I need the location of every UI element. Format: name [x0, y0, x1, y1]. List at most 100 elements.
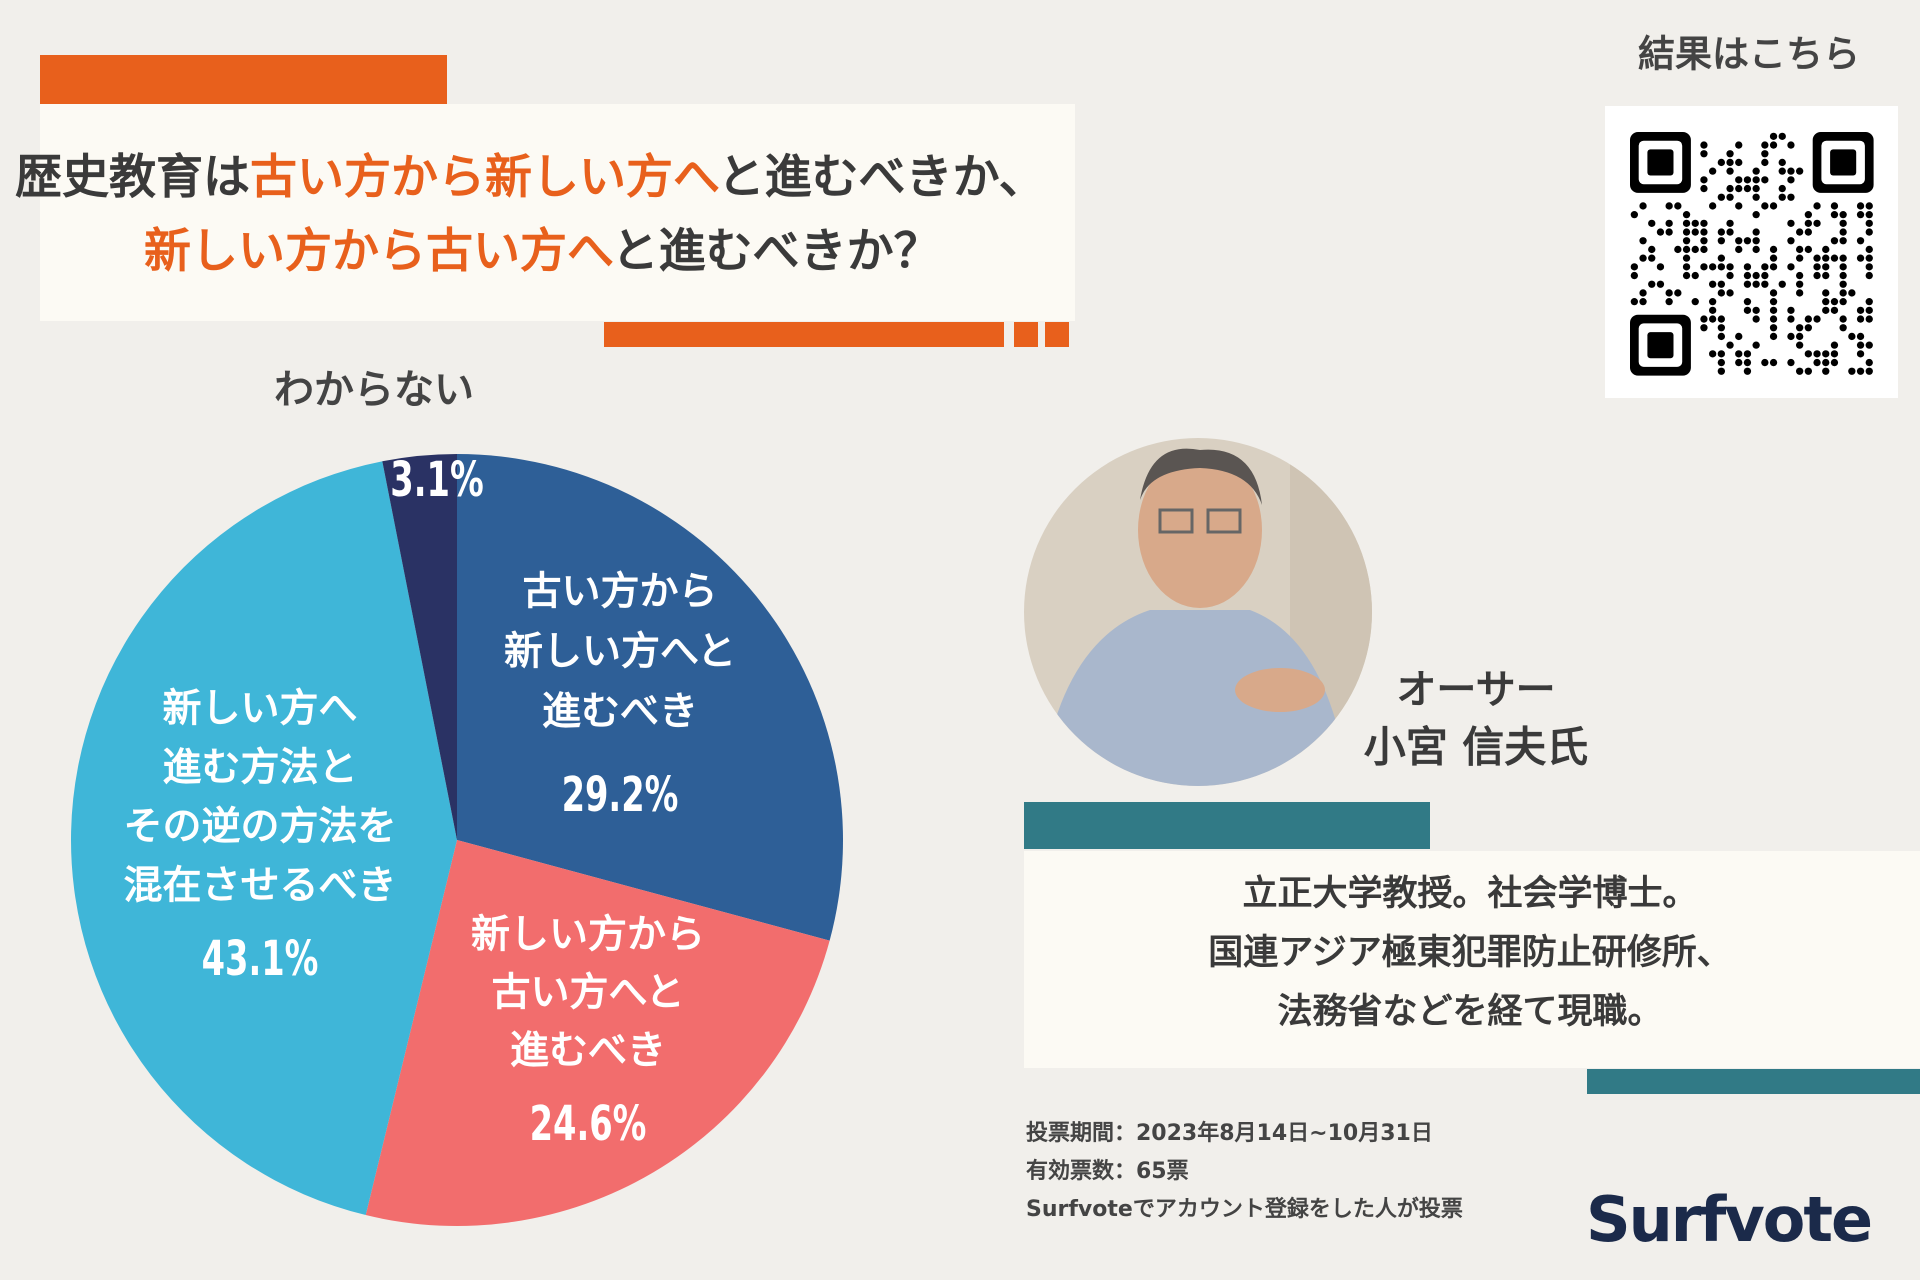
qr-dot [1839, 219, 1847, 228]
qr-dot [1639, 297, 1647, 306]
qr-dot [1752, 271, 1760, 280]
qr-dot [1769, 315, 1778, 323]
qr-dot [1708, 167, 1717, 175]
qr-dot [1822, 367, 1830, 375]
author-role: オーサー [1396, 667, 1555, 713]
qr-dot [1839, 254, 1847, 262]
qr-dot [1708, 306, 1717, 315]
qr-dot [1743, 176, 1752, 184]
qr-dot [1795, 271, 1804, 280]
title-segment: と進むべきか、 [718, 150, 1046, 205]
qr-dot [1743, 306, 1752, 315]
qr-dot [1778, 280, 1786, 288]
qr-dot [1717, 367, 1726, 375]
qr-dot [1761, 150, 1769, 158]
qr-dot [1769, 332, 1778, 341]
qr-dot [1639, 202, 1647, 210]
qr-dot [1726, 228, 1734, 236]
qr-dot [1856, 254, 1865, 262]
accent-bar [1014, 322, 1038, 347]
qr-dot [1769, 263, 1778, 271]
qr-dot [1856, 350, 1865, 358]
qr-dot [1648, 245, 1656, 254]
qr-dot [1856, 332, 1865, 341]
qr-dot [1752, 167, 1760, 175]
qr-dot [1795, 324, 1804, 332]
qr-dot [1743, 280, 1752, 288]
qr-dot [1795, 228, 1804, 236]
qr-dot [1856, 237, 1865, 245]
qr-dot [1839, 228, 1847, 236]
qr-dot [1865, 297, 1873, 306]
qr-dot [1726, 184, 1734, 193]
qr-dot [1865, 341, 1873, 349]
qr-dot [1822, 306, 1830, 315]
logo: Surfvote [1586, 1183, 1871, 1256]
accent-bar [1045, 322, 1069, 347]
qr-dot [1761, 358, 1769, 367]
qr-dot [1665, 228, 1673, 236]
qr-dot [1865, 219, 1873, 228]
qr-dot [1682, 219, 1691, 228]
qr-dot [1752, 315, 1760, 323]
qr-dot [1795, 289, 1804, 297]
qr-dot [1717, 350, 1726, 358]
qr-dot [1735, 358, 1743, 367]
footer-line: Surfvoteでアカウント登録をした人が投票 [1026, 1196, 1463, 1222]
qr-dot [1691, 245, 1699, 254]
qr-dot [1752, 228, 1760, 236]
qr-dot [1691, 297, 1699, 306]
author-bio: 立正大学教授。社会学博士。国連アジア極東犯罪防止研修所、法務省などを経て現職。 [1208, 873, 1732, 1032]
qr-dot [1865, 245, 1873, 254]
qr-dot [1717, 237, 1726, 245]
chart-title: 歴史教育は古い方から新しい方へと進むべきか、新しい方から古い方へと進むべきか？ [15, 150, 1046, 279]
qr-dot [1708, 315, 1717, 323]
qr-dot [1752, 306, 1760, 315]
qr-dot [1717, 228, 1726, 236]
qr-dot [1682, 254, 1691, 262]
qr-dot [1769, 254, 1778, 262]
qr-dot [1630, 271, 1639, 280]
qr-dot [1787, 315, 1795, 323]
qr-dot [1795, 280, 1804, 288]
qr-dot [1839, 315, 1847, 323]
qr-dot [1830, 350, 1839, 358]
qr-dot [1822, 254, 1830, 262]
qr-dot [1769, 141, 1778, 149]
qr-dot [1830, 237, 1839, 245]
qr-dot [1735, 237, 1743, 245]
qr-dot [1743, 271, 1752, 280]
title-line: 歴史教育は古い方から新しい方へと進むべきか、 [15, 150, 1046, 205]
title-segment: と進むべきか？ [612, 224, 941, 279]
qr-dot [1822, 263, 1830, 271]
qr-dot [1865, 271, 1873, 280]
qr-dot [1674, 202, 1682, 210]
qr-code [1630, 132, 1874, 376]
qr-dot [1682, 245, 1691, 254]
qr-dot [1787, 193, 1795, 201]
footer-line: 有効票数：65票 [1026, 1158, 1189, 1184]
qr-dot [1822, 297, 1830, 306]
qr-dot [1639, 289, 1647, 297]
slice-label: その逆の方法を [123, 805, 396, 850]
qr-dot [1700, 176, 1708, 184]
qr-dot [1856, 341, 1865, 349]
qr-dot [1839, 324, 1847, 332]
pie-slice [71, 461, 457, 1216]
qr-dot [1743, 237, 1752, 245]
qr-dot [1691, 271, 1699, 280]
qr-dot [1743, 297, 1752, 306]
qr-dot [1839, 237, 1847, 245]
qr-dot [1839, 271, 1847, 280]
qr-dot [1865, 228, 1873, 236]
qr-dot [1839, 210, 1847, 219]
qr-dot [1761, 158, 1769, 167]
qr-dot [1830, 254, 1839, 262]
qr-dot [1795, 245, 1804, 254]
qr-dot [1804, 228, 1813, 236]
title-line: 新しい方から古い方へと進むべきか？ [144, 224, 941, 279]
qr-dot [1848, 367, 1856, 375]
qr-dot [1648, 280, 1656, 288]
qr-dot [1769, 297, 1778, 306]
